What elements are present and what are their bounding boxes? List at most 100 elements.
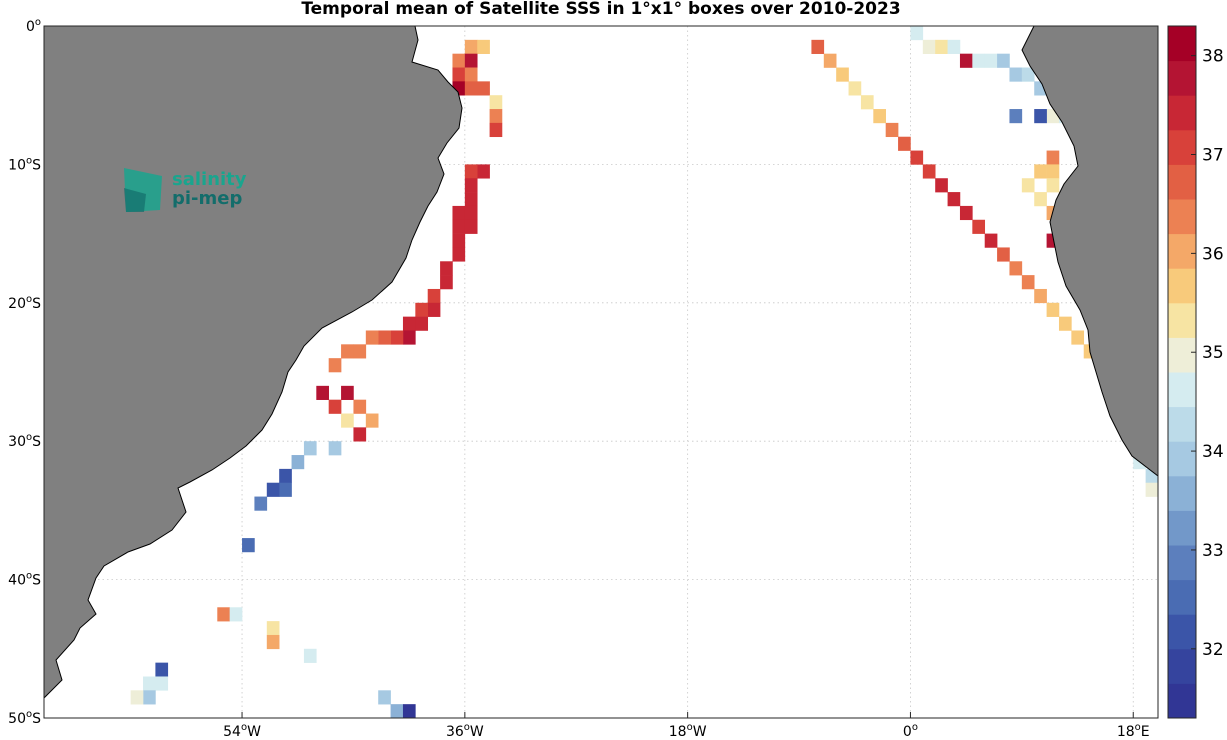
lon-tick-labels: 54oW 36oW 18oW 0o 18oE bbox=[223, 712, 1150, 740]
sss-cell bbox=[910, 26, 924, 41]
sss-cell bbox=[477, 81, 490, 96]
sss-cell bbox=[1071, 330, 1085, 345]
sss-cell bbox=[947, 39, 961, 54]
sss-cell bbox=[279, 482, 292, 497]
sss-cell bbox=[972, 53, 986, 68]
sss-cell bbox=[155, 676, 169, 691]
sss-cell bbox=[464, 39, 478, 54]
logo-text-pimep: pi-mep bbox=[172, 188, 242, 209]
colorbar-segment bbox=[1168, 95, 1196, 131]
colorbar-segment bbox=[1168, 545, 1196, 581]
sss-cell bbox=[1145, 482, 1158, 497]
colorbar-segment bbox=[1168, 302, 1196, 338]
sss-cell bbox=[155, 662, 169, 677]
sss-cell bbox=[464, 81, 478, 96]
colorbar-segment bbox=[1168, 129, 1196, 165]
sss-cell bbox=[353, 344, 367, 359]
sss-cell bbox=[365, 330, 379, 345]
colorbar-segment bbox=[1168, 164, 1196, 200]
sss-cell bbox=[390, 704, 404, 718]
sss-cell bbox=[1034, 109, 1047, 124]
sss-cell bbox=[229, 607, 243, 622]
sss-cell bbox=[303, 441, 317, 456]
sss-cell bbox=[922, 164, 936, 179]
lat-tick-label: 40oS bbox=[8, 571, 41, 589]
sss-cell bbox=[341, 413, 354, 428]
colorbar-segment bbox=[1168, 683, 1196, 719]
sss-cell bbox=[959, 205, 973, 221]
sss-cell bbox=[997, 247, 1010, 262]
sss-cell bbox=[823, 53, 837, 68]
sss-cell bbox=[997, 53, 1010, 68]
sss-cell bbox=[328, 399, 342, 414]
sss-cell bbox=[341, 385, 354, 400]
sss-cell bbox=[143, 690, 156, 705]
pimep-logo: salinity pi-mep bbox=[124, 168, 247, 212]
sss-cell bbox=[452, 53, 466, 68]
sss-cell bbox=[390, 330, 404, 345]
lon-tick-label: 18oE bbox=[1117, 722, 1150, 740]
sss-cell bbox=[291, 455, 305, 470]
sss-cell bbox=[836, 67, 849, 82]
colorbar-segment bbox=[1168, 406, 1196, 442]
sss-cell bbox=[378, 330, 391, 345]
sss-cell bbox=[848, 81, 862, 96]
sss-cell bbox=[402, 316, 416, 331]
colorbar-tick-label: 36 bbox=[1202, 244, 1224, 264]
sss-cell bbox=[427, 288, 441, 304]
sss-cell bbox=[130, 690, 144, 705]
colorbar-ticks: 32 33 34 35 36 37 38 bbox=[1191, 47, 1224, 660]
sss-cell bbox=[464, 205, 478, 221]
sss-cell bbox=[1046, 150, 1060, 165]
sss-cell bbox=[402, 330, 416, 345]
sss-cell bbox=[860, 95, 874, 110]
sss-cell bbox=[959, 53, 973, 68]
sss-cell bbox=[452, 67, 466, 82]
sss-cell bbox=[341, 344, 354, 359]
colorbar-segment bbox=[1168, 372, 1196, 408]
colorbar-tick-label: 35 bbox=[1202, 343, 1224, 363]
sss-cell bbox=[464, 192, 478, 207]
sss-cell bbox=[1034, 164, 1047, 179]
lon-tick-label: 36oW bbox=[446, 722, 484, 740]
colorbar-segment bbox=[1168, 60, 1196, 96]
sss-cell bbox=[1058, 316, 1072, 331]
lat-tick-labels: 0o 10oS 20oS 30oS 40oS 50oS bbox=[8, 17, 41, 727]
sss-cell bbox=[984, 53, 998, 68]
lat-tick-label: 20oS bbox=[8, 294, 41, 312]
sss-cell bbox=[811, 39, 825, 54]
sss-cell bbox=[1009, 109, 1023, 124]
sss-cell bbox=[1034, 288, 1047, 304]
sss-cell bbox=[489, 95, 503, 110]
colorbar-segment bbox=[1168, 199, 1196, 235]
sss-cell bbox=[402, 704, 416, 718]
lon-tick-label: 54oW bbox=[223, 722, 261, 740]
colorbar-tick-label: 32 bbox=[1202, 640, 1224, 660]
colorbar-segment bbox=[1168, 648, 1196, 684]
sss-cell bbox=[489, 122, 503, 138]
sss-cell bbox=[266, 634, 280, 650]
sss-cell bbox=[477, 39, 490, 54]
lat-tick-label: 0o bbox=[26, 17, 41, 35]
sss-cell bbox=[464, 178, 478, 193]
sss-cell bbox=[885, 122, 899, 138]
sss-cell bbox=[873, 109, 886, 124]
lon-tick-label: 0o bbox=[903, 722, 918, 740]
sss-cell bbox=[427, 302, 441, 317]
sss-cell bbox=[266, 621, 280, 636]
sss-cell bbox=[935, 39, 948, 54]
colorbar-segment bbox=[1168, 614, 1196, 650]
sss-cell bbox=[1046, 178, 1060, 193]
sss-cell bbox=[328, 358, 342, 373]
sss-cell bbox=[328, 441, 342, 456]
colorbar bbox=[1168, 26, 1196, 719]
sss-cell bbox=[254, 496, 268, 511]
sss-cell bbox=[279, 468, 292, 484]
sss-cell bbox=[452, 205, 466, 221]
sss-cell bbox=[972, 219, 986, 234]
sss-cell bbox=[1021, 67, 1035, 82]
sss-cell bbox=[1046, 302, 1060, 317]
sss-cell bbox=[440, 275, 453, 290]
sss-cell bbox=[935, 178, 948, 193]
